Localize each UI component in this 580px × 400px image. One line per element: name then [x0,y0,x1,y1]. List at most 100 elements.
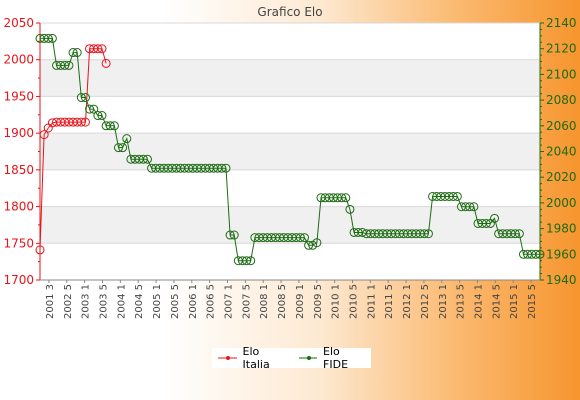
x-tick-label: 2001 3 [45,284,56,319]
left-tick-label: 1750 [3,236,34,250]
point-fide [452,191,462,201]
point-fide [114,143,124,153]
point-fide [448,191,458,201]
point-fide [138,154,148,164]
point-fide [490,213,500,223]
point-fide [535,249,545,259]
right-tick-label: 2040 [546,145,577,159]
point-fide [469,202,479,212]
point-fide [105,121,115,131]
right-tick-label: 2140 [546,16,577,30]
x-tick-label: 2005 1 [152,284,163,319]
right-tick-label: 2080 [546,93,577,107]
x-tick-label: 2011 1 [366,284,377,319]
point-fide [295,233,305,243]
x-tick-label: 2012 5 [420,284,431,319]
point-fide [64,60,74,70]
right-tick-label: 2060 [546,119,577,133]
line-fide [40,37,540,262]
point-fide [419,229,429,239]
point-fide [510,229,520,239]
grid-band [40,133,540,170]
x-tick-label: 2005 5 [170,284,181,319]
legend-marker-fide [298,356,318,360]
x-tick-label: 2015 1 [509,284,520,319]
point-fide [312,238,322,248]
right-tick-label: 2100 [546,67,577,81]
x-tick-label: 2010 1 [331,284,342,319]
x-tick-label: 2014 5 [491,284,502,319]
x-tick-label: 2008 5 [277,284,288,319]
x-tick-label: 2003 5 [99,284,110,319]
point-fide [109,121,119,131]
point-fide [93,111,103,121]
x-tick-label: 2012 1 [402,284,413,319]
point-fide [481,218,491,228]
point-fide [514,229,524,239]
point-fide [76,93,86,103]
point-fide [246,256,256,266]
point-fide [299,233,309,243]
point-italia [76,117,86,127]
point-fide [217,163,227,173]
x-tick-label: 2002 5 [63,284,74,319]
right-tick-label: 2020 [546,170,577,184]
point-fide [68,48,78,58]
x-tick-label: 2006 5 [206,284,217,319]
legend-marker-italia [218,356,237,360]
left-tick-label: 1950 [3,89,34,103]
x-tick-label: 2011 5 [384,284,395,319]
x-tick-label: 2010 5 [349,284,360,319]
point-fide [72,48,82,58]
point-fide [465,202,475,212]
point-fide [304,240,314,250]
point-fide [60,60,70,70]
point-italia [80,117,90,127]
x-tick-label: 2015 5 [527,284,538,319]
x-tick-label: 2003 1 [81,284,92,319]
x-tick-label: 2008 1 [259,284,270,319]
point-fide [43,33,53,43]
x-tick-label: 2006 1 [188,284,199,319]
x-tick-label: 2007 1 [224,284,235,319]
point-fide [142,154,152,164]
x-tick-label: 2014 1 [474,284,485,319]
left-tick-label: 1900 [3,126,34,140]
left-tick-label: 2050 [3,16,34,30]
legend-item-fide: Elo FIDE [298,345,366,371]
point-fide [85,104,95,114]
point-fide [97,111,107,121]
point-italia [35,245,45,255]
x-tick-label: 2013 5 [456,284,467,319]
point-fide [345,204,355,214]
x-tick-label: 2009 5 [313,284,324,319]
point-fide [225,230,235,240]
x-tick-label: 2013 1 [438,284,449,319]
legend-item-italia: Elo Italia [218,345,287,371]
point-fide [341,193,351,203]
point-fide [47,33,57,43]
grid-band [40,59,540,97]
point-fide [229,230,239,240]
point-italia [39,130,49,140]
right-tick-label: 2000 [546,196,577,210]
right-tick-label: 1960 [546,247,577,261]
left-tick-label: 2000 [3,53,34,67]
legend-label-italia: Elo Italia [242,345,270,371]
point-fide [337,193,347,203]
left-tick-label: 1850 [3,163,34,177]
point-fide [89,104,99,114]
point-fide [423,229,433,239]
right-tick-label: 2120 [546,42,577,56]
point-italia [93,44,103,54]
chart-title: Grafico Elo [257,5,322,19]
x-tick-label: 2004 5 [134,284,145,319]
point-fide [80,93,90,103]
point-italia [101,58,111,68]
point-fide [242,256,252,266]
x-tick-label: 2007 5 [241,284,252,319]
point-fide [118,143,128,153]
left-tick-label: 1800 [3,200,34,214]
